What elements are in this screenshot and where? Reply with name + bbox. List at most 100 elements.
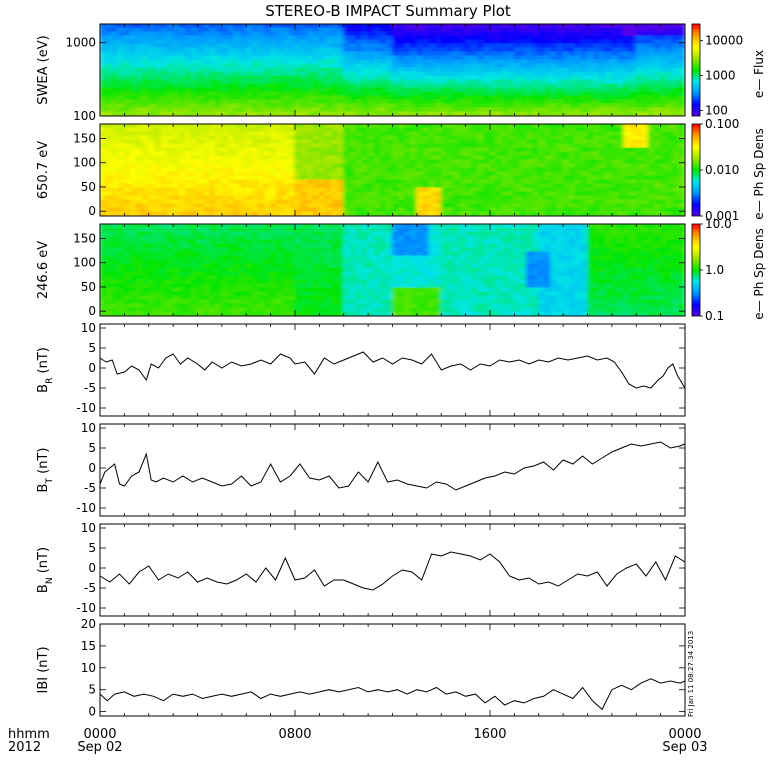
- spectrogram-cell: [117, 187, 125, 193]
- spectrogram-cell: [343, 71, 351, 77]
- spectrogram-cell: [587, 159, 595, 165]
- spectrogram-cell: [452, 159, 461, 165]
- spectrogram-cell: [190, 224, 198, 229]
- spectrogram-cell: [544, 139, 552, 145]
- spectrogram-cell: [245, 79, 253, 85]
- spectrogram-cell: [562, 124, 570, 129]
- spectrogram-cell: [257, 59, 266, 65]
- spectrogram-cell: [483, 183, 491, 189]
- spectrogram-cell: [587, 203, 595, 209]
- spectrogram-cell: [257, 127, 266, 133]
- spectrogram-cell: [282, 27, 290, 33]
- spectrogram-cell: [483, 47, 491, 53]
- spectrogram-cell: [276, 39, 284, 45]
- spectrogram-cell: [251, 131, 259, 137]
- spectrogram-cell: [471, 39, 479, 45]
- y-axis-label: SWEA (eV): [36, 35, 51, 104]
- spectrogram-cell: [629, 107, 637, 113]
- spectrogram-cell: [666, 187, 674, 193]
- spectrogram-cell: [227, 35, 235, 41]
- spectrogram-cell: [221, 147, 229, 153]
- spectrogram-cell: [556, 211, 564, 216]
- spectrogram-cell: [331, 207, 339, 213]
- spectrogram-cell: [398, 63, 406, 69]
- spectrogram-cell: [251, 199, 259, 205]
- spectrogram-cell: [446, 183, 454, 189]
- spectrogram-cell: [117, 151, 125, 157]
- spectrogram-cell: [623, 163, 631, 169]
- spectrogram-cell: [111, 255, 119, 261]
- spectrogram-cell: [203, 267, 211, 273]
- spectrogram-cell: [136, 183, 144, 189]
- spectrogram-cell: [117, 171, 125, 177]
- spectrogram-cell: [404, 87, 412, 93]
- spectrogram-cell: [203, 231, 211, 237]
- spectrogram-cell: [343, 187, 351, 193]
- spectrogram-cell: [355, 63, 363, 69]
- spectrogram-cell: [532, 195, 540, 201]
- spectrogram-cell: [172, 87, 180, 93]
- spectrogram-cell: [111, 83, 119, 89]
- spectrogram-cell: [264, 183, 272, 189]
- spectrogram-cell: [373, 103, 381, 109]
- spectrogram-cell: [178, 295, 186, 301]
- spectrogram-cell: [440, 71, 448, 77]
- spectrogram-cell: [367, 31, 375, 37]
- spectrogram-cell: [519, 159, 528, 165]
- spectrogram-cell: [337, 155, 345, 161]
- spectrogram-cell: [617, 111, 625, 116]
- spectrogram-cell: [550, 83, 558, 89]
- spectrogram-cell: [672, 199, 680, 205]
- spectrogram-cell: [148, 59, 156, 65]
- spectrogram-cell: [215, 147, 223, 153]
- spectrogram-cell: [641, 179, 649, 185]
- spectrogram-cell: [501, 39, 509, 45]
- spectrogram-cell: [507, 59, 515, 65]
- spectrogram-cell: [544, 203, 552, 209]
- spectrogram-cell: [209, 91, 217, 97]
- spectrogram-cell: [100, 299, 107, 305]
- spectrogram-cell: [580, 79, 588, 85]
- spectrogram-cell: [300, 167, 308, 173]
- spectrogram-cell: [404, 131, 412, 137]
- spectrogram-cell: [172, 295, 180, 301]
- spectrogram-cell: [105, 87, 113, 93]
- spectrogram-cell: [239, 183, 247, 189]
- spectrogram-cell: [568, 71, 576, 77]
- spectrogram-cell: [160, 227, 168, 233]
- spectrogram-cell: [483, 131, 491, 137]
- spectrogram-cell: [678, 39, 685, 45]
- spectrogram-cell: [654, 107, 662, 113]
- spectrogram-cell: [556, 131, 564, 137]
- spectrogram-cell: [349, 67, 357, 73]
- spectrogram-cell: [495, 159, 503, 165]
- spectrogram-cell: [519, 99, 528, 105]
- spectrogram-cell: [105, 35, 113, 41]
- spectrogram-cell: [544, 175, 552, 181]
- spectrogram-cell: [519, 175, 528, 181]
- spectrogram-cell: [635, 147, 643, 153]
- spectrogram-cell: [660, 67, 668, 73]
- spectrogram-cell: [373, 207, 381, 213]
- spectrogram-cell: [355, 103, 363, 109]
- spectrogram-cell: [129, 307, 138, 313]
- spectrogram-cell: [203, 171, 211, 177]
- spectrogram-cell: [306, 24, 314, 29]
- spectrogram-cell: [166, 127, 174, 133]
- spectrogram-cell: [154, 295, 162, 301]
- spectrogram-cell: [526, 111, 534, 116]
- spectrogram-cell: [416, 151, 424, 157]
- spectrogram-cell: [129, 235, 138, 241]
- spectrogram-cell: [562, 171, 570, 177]
- spectrogram-cell: [294, 59, 302, 65]
- spectrogram-cell: [660, 147, 668, 153]
- spectrogram-cell: [446, 167, 454, 173]
- spectrogram-cell: [209, 127, 217, 133]
- spectrogram-cell: [678, 43, 685, 49]
- spectrogram-cell: [245, 124, 253, 129]
- spectrogram-cell: [100, 259, 107, 265]
- spectrogram-cell: [166, 263, 174, 269]
- spectrogram-cell: [611, 75, 619, 81]
- spectrogram-cell: [416, 175, 424, 181]
- spectrogram-cell: [641, 139, 649, 145]
